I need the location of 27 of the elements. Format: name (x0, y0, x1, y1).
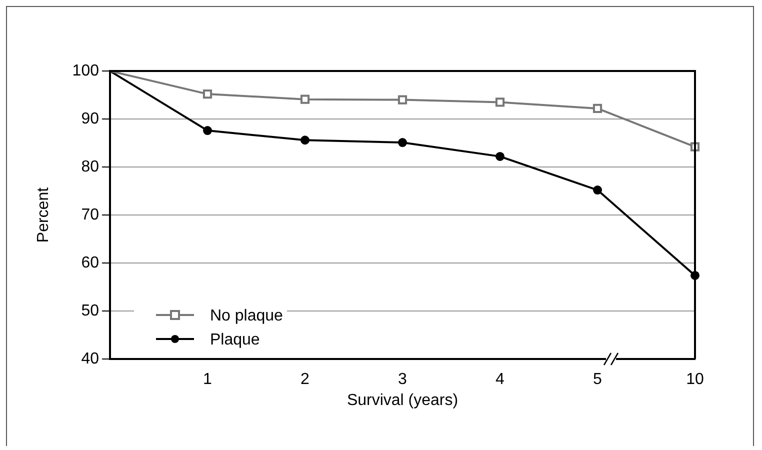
x-tick-label: 1 (203, 371, 212, 388)
x-tick-label: 5 (593, 371, 602, 388)
legend-label: Plaque (210, 331, 260, 348)
point (203, 126, 212, 136)
legend-label: No plaque (210, 307, 284, 324)
y-tick-label: 70 (81, 206, 100, 224)
x-tick-label: 10 (686, 371, 704, 388)
y-tick-label: 100 (72, 62, 100, 80)
y-axis-title: Percent (35, 186, 52, 243)
y-tick-label: 90 (81, 110, 100, 128)
point (398, 138, 407, 148)
x-tick-label: 4 (496, 371, 505, 388)
y-tick-label: 60 (81, 254, 100, 272)
point (592, 104, 602, 113)
x-tick-label: 3 (398, 371, 408, 388)
point (495, 98, 505, 107)
x-tick-label: 2 (300, 371, 310, 388)
point (398, 95, 408, 104)
point (202, 90, 212, 99)
y-tick-label: 80 (81, 158, 100, 176)
y-tick-label: 50 (81, 302, 100, 320)
point (496, 152, 504, 161)
point (593, 186, 602, 195)
x-axis-title: Survival (years) (346, 392, 458, 409)
point (300, 94, 310, 104)
y-tick-label: 40 (81, 350, 100, 368)
point (300, 136, 310, 145)
